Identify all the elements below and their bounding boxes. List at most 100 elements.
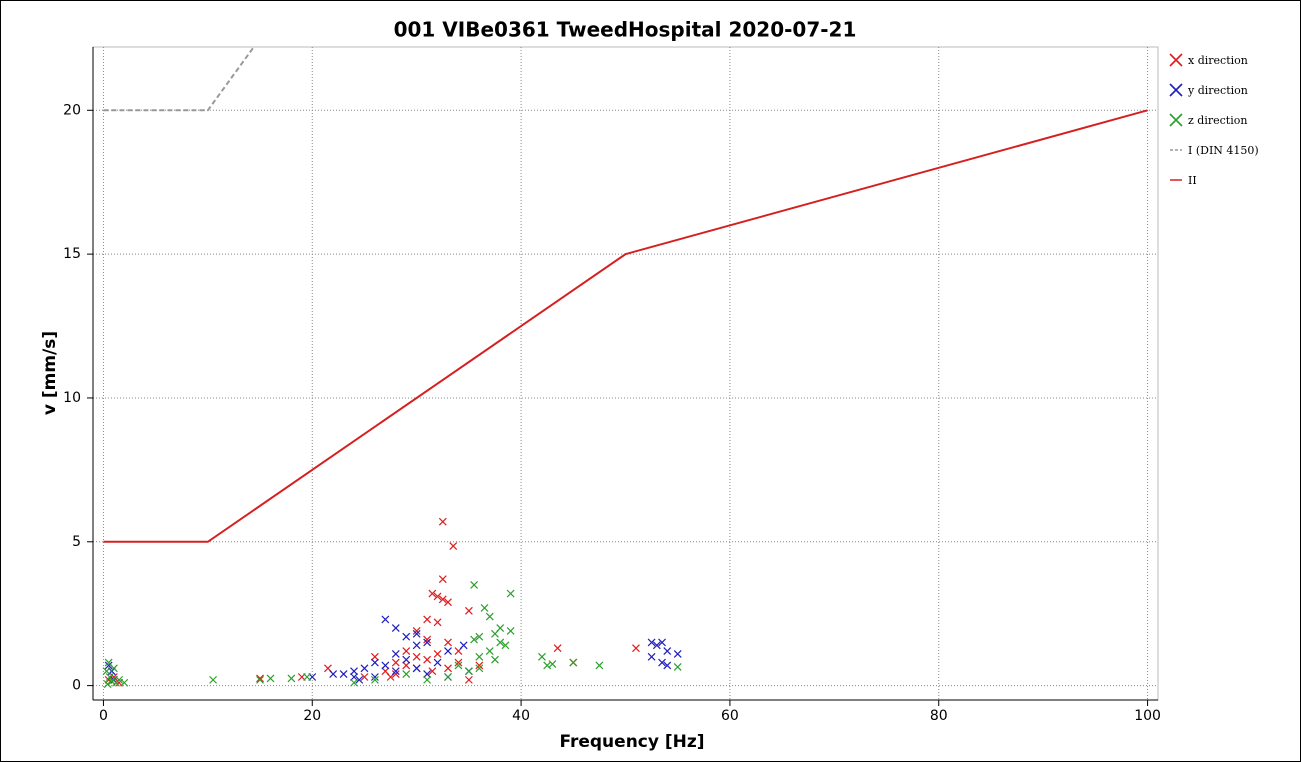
scatter-point <box>402 647 411 656</box>
scatter-point <box>423 635 432 644</box>
scatter-point <box>501 641 510 650</box>
x-tick-label: 80 <box>930 708 948 724</box>
scatter-point <box>355 675 364 684</box>
scatter-point <box>423 638 432 647</box>
scatter-point <box>412 652 421 661</box>
legend-marker <box>1169 83 1183 97</box>
scatter-point <box>485 612 494 621</box>
scatter-point <box>339 670 348 679</box>
scatter-point <box>658 638 666 647</box>
scatter-point <box>433 658 442 667</box>
scatter-point <box>543 661 552 670</box>
scatter-point <box>538 652 546 661</box>
scatter-point <box>632 644 640 653</box>
plot-layer <box>102 47 1148 689</box>
scatter-point <box>433 592 442 601</box>
x-tick-label: 20 <box>303 708 321 724</box>
scatter-point <box>423 615 432 624</box>
scatter-point <box>370 673 379 681</box>
scatter-point <box>391 670 400 679</box>
scatter-point <box>553 644 562 653</box>
scatter-point <box>454 661 463 670</box>
scatter-point <box>391 624 400 633</box>
scatter-point <box>391 667 400 676</box>
chart-title: 001 VIBe0361 TweedHospital 2020-07-21 <box>394 18 857 42</box>
scatter-point <box>548 660 557 668</box>
scatter-point <box>464 667 473 676</box>
scatter-point <box>107 677 116 686</box>
scatter-point <box>444 598 452 607</box>
scatter-point <box>438 595 447 604</box>
scatter-point <box>105 673 114 681</box>
legend-label: I (DIN 4150) <box>1188 144 1259 157</box>
scatter-point <box>209 675 217 684</box>
scatter-point <box>256 675 264 684</box>
scatter-point <box>412 629 421 638</box>
y-tick-label: 5 <box>72 534 81 550</box>
line-series <box>103 109 1148 543</box>
scatter-point <box>433 618 442 627</box>
scatter-point <box>475 632 484 641</box>
scatter-point <box>491 629 499 638</box>
legend-marker <box>1169 113 1183 127</box>
scatter-point <box>663 647 672 656</box>
scatter-point <box>109 664 118 673</box>
scatter-point <box>303 673 311 681</box>
scatter-point <box>470 581 479 589</box>
scatter-point <box>360 673 369 681</box>
scatter-point <box>370 652 379 661</box>
scatter-point <box>266 674 275 683</box>
scatter-point <box>370 658 379 667</box>
scatter-point <box>412 627 421 635</box>
scatter-point <box>438 575 447 584</box>
scatter-point <box>412 641 421 650</box>
scatter-point <box>329 670 338 679</box>
scatter-point <box>287 674 296 683</box>
scatter-point <box>120 678 129 687</box>
scatter-point <box>569 658 578 667</box>
scatter-point <box>391 650 400 658</box>
scatter-point <box>370 675 379 684</box>
scatter-point <box>438 517 447 526</box>
scatter-point <box>464 606 473 615</box>
scatter-point <box>115 675 124 684</box>
scatter-point <box>350 667 358 676</box>
scatter-point <box>470 635 479 644</box>
scatter-point <box>658 658 666 667</box>
scatter-point <box>423 655 432 664</box>
x-tick-label: 0 <box>99 708 108 724</box>
scatter-point <box>402 670 411 679</box>
scatter-point <box>381 661 390 670</box>
y-tick-label: 0 <box>72 678 81 694</box>
legend-label: x direction <box>1188 54 1248 67</box>
x-tick-label: 40 <box>512 708 530 724</box>
scatter-point <box>491 655 499 664</box>
scatter-point <box>433 650 442 658</box>
legend-marker <box>1169 53 1183 67</box>
scatter-point <box>444 647 452 656</box>
scatter-point <box>673 662 682 671</box>
scatter-point <box>459 641 468 650</box>
scatter-point <box>350 678 358 687</box>
scatter-point <box>423 675 432 684</box>
scatter-point <box>496 638 505 647</box>
scatter-point <box>256 674 264 683</box>
scatter-point <box>381 615 390 624</box>
scatter-point <box>480 604 489 612</box>
scatter-point <box>102 667 111 676</box>
scatter-point <box>428 667 437 676</box>
scatter-point <box>475 661 484 670</box>
scatter-point <box>464 675 473 684</box>
scatter-point <box>391 658 400 667</box>
scatter-point <box>402 661 411 670</box>
x-tick-label: 60 <box>721 708 739 724</box>
scatter-point <box>652 641 661 650</box>
scatter-point <box>454 658 463 667</box>
scatter-point <box>663 661 672 670</box>
scatter-point <box>475 664 484 673</box>
scatter-point <box>444 673 452 681</box>
y-tick-label: 20 <box>63 102 81 118</box>
y-tick-label: 15 <box>63 246 81 262</box>
